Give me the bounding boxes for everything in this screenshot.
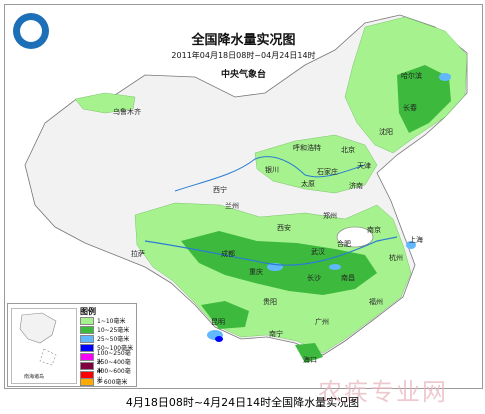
city-label: 太原 [301, 180, 315, 188]
city-label: 合肥 [337, 240, 351, 248]
legend-label: 1~10毫米 [97, 318, 126, 325]
city-label: 呼和浩特 [293, 144, 321, 152]
legend-item: 1~10毫米 [80, 316, 125, 325]
map-frame: 全国降水量实况图 2011年04月18日08时~04月24日14时 中央气象台 … [4, 4, 483, 389]
city-label: 西安 [277, 224, 291, 232]
legend-swatch [80, 343, 94, 352]
legend-swatch [80, 377, 94, 386]
rain-patch-25-50-c [329, 264, 341, 270]
city-label: 昆明 [211, 318, 225, 326]
city-label: 西宁 [213, 186, 227, 194]
city-label: 石家庄 [317, 168, 338, 176]
rain-patch-25-50-a [439, 73, 451, 81]
city-label: 广州 [315, 318, 329, 326]
legend-label: 100~250毫米 [96, 349, 131, 366]
city-label: 哈尔滨 [401, 72, 422, 80]
city-label: 济南 [349, 182, 363, 190]
city-label: 兰州 [225, 202, 239, 210]
legend-label: 50~100毫米 [97, 345, 134, 352]
map-caption: 4月18日08时~4月24日14时全国降水量实况图 [125, 396, 360, 409]
legend-label: 400~600毫米 [96, 367, 131, 384]
rain-band-ne-heavy [397, 65, 451, 133]
city-label: 拉萨 [131, 250, 145, 258]
cma-logo-icon [13, 13, 49, 49]
inset-map-outline [19, 312, 57, 366]
legend-item: > 600毫米 [80, 377, 127, 386]
legend-swatch [80, 334, 94, 343]
city-label: 海口 [303, 356, 317, 364]
inset-label: 南海诸岛 [24, 374, 45, 380]
legend-label: 250~400毫米 [96, 358, 131, 375]
city-label: 长春 [403, 104, 417, 112]
city-label: 杭州 [389, 254, 403, 262]
legend-item: 25~50毫米 [80, 334, 129, 343]
legend-label: 10~25毫米 [97, 327, 130, 334]
legend-item: 100~250毫米 [80, 350, 136, 366]
city-label: 乌鲁木齐 [113, 108, 141, 116]
map-issuer: 中央气象台 [220, 70, 266, 80]
city-label: 南昌 [341, 274, 355, 282]
precipitation-map [24, 14, 468, 363]
city-label: 福州 [369, 298, 383, 306]
lake-taihu [336, 226, 374, 248]
legend-item: 10~25毫米 [80, 325, 129, 334]
city-label: 南宁 [269, 330, 283, 338]
rain-patch-25-50-e [406, 241, 416, 249]
city-label: 长沙 [307, 274, 321, 282]
map-subtitle: 2011年04月18日08时~04月24日14时 [171, 51, 316, 60]
yangtze-river [144, 236, 398, 266]
rain-area-xinjiang [74, 92, 136, 114]
city-label: 贵阳 [263, 298, 277, 306]
city-label: 银川 [265, 166, 279, 174]
yellow-river [174, 156, 366, 192]
city-label: 北京 [341, 146, 355, 154]
city-label: 南京 [367, 226, 381, 234]
legend-swatch [80, 352, 94, 361]
legend-item: 250~400毫米 [80, 359, 136, 375]
rain-patch-50-100 [215, 336, 223, 342]
rain-band-south-heavy-2 [201, 301, 249, 329]
map-title: 全国降水量实况图 [191, 33, 296, 48]
rain-band-hainan [295, 343, 323, 363]
city-label: 成都 [221, 250, 235, 258]
legend-swatch [80, 316, 94, 325]
legend-label: 25~50毫米 [97, 336, 130, 343]
legend-swatch [80, 361, 94, 370]
city-label: 武汉 [311, 248, 325, 256]
rain-band-south-heavy-1 [181, 231, 377, 295]
watermark: 农疾专业网 [318, 378, 448, 406]
rain-area-north [254, 134, 378, 194]
city-label: 重庆 [249, 268, 263, 276]
city-label: 沈阳 [379, 128, 393, 136]
city-label: 上海 [409, 236, 423, 244]
south-china-sea-inset: 南海诸岛 [11, 308, 77, 384]
legend-title: 图例 [80, 307, 96, 316]
legend-label: > 600毫米 [97, 379, 128, 386]
city-label: 郑州 [323, 212, 337, 220]
city-label: 天津 [357, 162, 371, 170]
map-legend: 南海诸岛 图例 1~10毫米 10~25毫米 25~50毫米 50~100毫米 … [7, 303, 137, 387]
legend-swatch [80, 325, 94, 334]
legend-item: 50~100毫米 [80, 343, 133, 352]
